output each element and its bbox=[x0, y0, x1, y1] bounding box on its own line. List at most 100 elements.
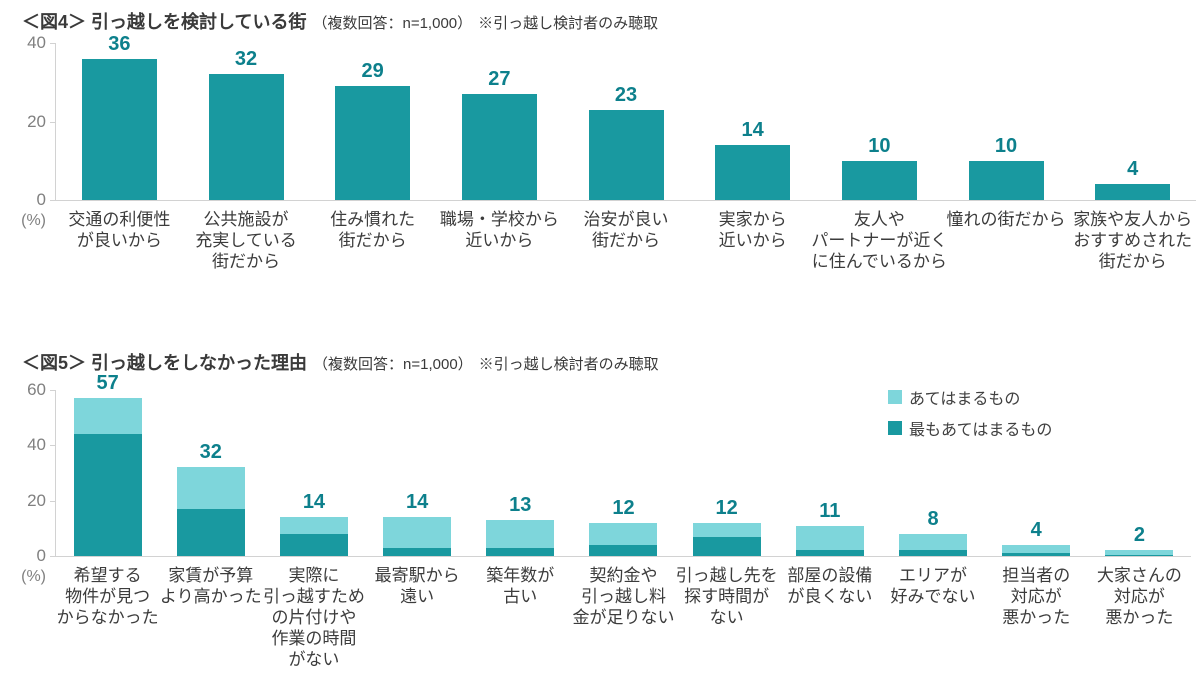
category-label: 担当者の 対応が 悪かった bbox=[1002, 566, 1071, 627]
bar-segment-dark bbox=[588, 109, 664, 200]
y-tick-label: 20 bbox=[27, 111, 46, 131]
bar-value-label: 11 bbox=[819, 499, 841, 522]
y-tick-mark bbox=[50, 121, 56, 123]
bar-segment-dark bbox=[176, 508, 245, 556]
bar-segment-light bbox=[279, 517, 348, 534]
figure4-subtitle: （複数回答：n=1,000） bbox=[312, 15, 473, 32]
legend-label-mottomo-atehamaru: 最もあてはまるもの bbox=[909, 422, 1053, 439]
legend-item-mottomo-atehamaru: 最もあてはまるもの bbox=[888, 416, 1052, 440]
bar-segment-dark bbox=[279, 533, 348, 556]
y-tick-label: 60 bbox=[27, 379, 46, 399]
bar-segment-dark bbox=[968, 160, 1044, 200]
bar-segment-dark bbox=[899, 550, 968, 556]
figure4-note: ※引っ越し検討者のみ聴取 bbox=[478, 15, 659, 32]
y-tick-mark bbox=[50, 556, 56, 557]
bar-value-label: 32 bbox=[234, 48, 258, 71]
bar-value-label: 27 bbox=[488, 68, 511, 91]
bar-segment-dark bbox=[841, 160, 917, 200]
category-label: 希望する 物件が見つ からなかった bbox=[56, 566, 159, 627]
bar-segment-light bbox=[73, 398, 142, 435]
bar-segment-dark bbox=[383, 547, 452, 556]
category-label: 住み慣れた 街だから bbox=[330, 210, 416, 250]
bar-segment-dark bbox=[81, 58, 157, 200]
y-tick-mark bbox=[50, 43, 56, 44]
figure5-header: ＜図5＞ 引っ越しをしなかった理由 （複数回答：n=1,000） ※引っ越し検討… bbox=[22, 349, 659, 375]
category-label: 契約金や 引っ越し料 金が足りない bbox=[572, 566, 675, 627]
bar-segment-dark bbox=[1095, 184, 1171, 200]
y-tick-label: 0 bbox=[36, 546, 46, 565]
category-label: 築年数が 古い bbox=[486, 566, 555, 606]
bar-value-label: 4 bbox=[1030, 518, 1042, 541]
bar-segment-light bbox=[383, 517, 452, 548]
figure5-plot: 60 40 20 0 (%) 57 希望する 物件が見つ からなかった 32 家賃が予算 より高… bbox=[21, 372, 1191, 669]
bar-segment-dark bbox=[692, 536, 761, 556]
bar-segment-light bbox=[1105, 550, 1174, 555]
legend-swatch-dark-icon bbox=[888, 421, 902, 435]
category-label: 引っ越し先を 探す時間が ない bbox=[675, 566, 778, 627]
bar-value-label: 23 bbox=[614, 83, 638, 106]
bar-segment-light bbox=[899, 533, 968, 551]
y-tick-label: 0 bbox=[36, 190, 46, 209]
figure5-note: ※引っ越し検討者のみ聴取 bbox=[478, 356, 659, 373]
bar-segment-light bbox=[692, 522, 761, 537]
bar-value-label: 12 bbox=[715, 496, 738, 519]
bar-value-label: 10 bbox=[994, 134, 1018, 157]
legend-swatch-light-icon bbox=[888, 390, 902, 404]
bar-segment-light bbox=[176, 467, 245, 509]
bar-segment-dark bbox=[589, 544, 658, 556]
bar-value-label: 57 bbox=[96, 372, 119, 395]
bar-value-label: 29 bbox=[361, 60, 384, 83]
bar-segment-dark bbox=[1105, 554, 1174, 556]
category-label: 友人や パートナーが近く に住んでいるから bbox=[811, 210, 948, 271]
figure4-title: ＜図4＞ 引っ越しを検討している街 bbox=[22, 12, 307, 32]
bar-value-label: 32 bbox=[199, 441, 222, 464]
y-tick-mark bbox=[50, 389, 56, 391]
category-label: 実際に 引っ越すため の片付けや 作業の時間 がない bbox=[262, 566, 365, 669]
category-label: 職場・学校から 近いから bbox=[439, 210, 559, 250]
bar-segment-dark bbox=[795, 550, 864, 556]
bar-segment-dark bbox=[208, 74, 284, 200]
category-label: 最寄駅から 遠い bbox=[374, 566, 460, 606]
y-tick-label: 40 bbox=[27, 435, 46, 455]
bar-segment-dark bbox=[1002, 553, 1071, 556]
bar-value-label: 2 bbox=[1133, 524, 1145, 547]
category-label: エリアが 好みでない bbox=[890, 566, 976, 606]
bar-segment-dark bbox=[486, 547, 555, 556]
bar-value-label: 12 bbox=[612, 496, 635, 519]
bar-value-label: 10 bbox=[868, 134, 891, 157]
legend-item-atehamaru: あてはまるもの bbox=[888, 385, 1052, 409]
bar-segment-light bbox=[1002, 544, 1071, 554]
figure4-header: ＜図4＞ 引っ越しを検討している街 （複数回答：n=1,000） ※引っ越し検討… bbox=[22, 8, 658, 34]
percent-axis-label: (%) bbox=[21, 568, 46, 585]
figure5-subtitle: （複数回答：n=1,000） bbox=[313, 356, 473, 373]
bar-segment-light bbox=[486, 520, 555, 548]
bar-segment-light bbox=[795, 525, 864, 551]
bar-segment-dark bbox=[73, 434, 142, 556]
bar-segment-dark bbox=[715, 145, 791, 200]
category-label: 治安が良い 街だから bbox=[583, 210, 669, 250]
bar-value-label: 14 bbox=[302, 491, 326, 514]
bar-value-label: 13 bbox=[509, 494, 532, 517]
y-tick-mark bbox=[50, 200, 56, 201]
bar-segment-light bbox=[589, 522, 658, 545]
category-label: 公共施設が 充実している 街だから bbox=[195, 210, 297, 271]
category-label: 家賃が予算 より高かった bbox=[159, 566, 262, 606]
category-label: 家族や友人から おすすめされた 街だから bbox=[1073, 210, 1193, 271]
y-tick-label: 20 bbox=[27, 490, 46, 510]
y-tick-mark bbox=[50, 500, 56, 502]
bar-segment-dark bbox=[335, 86, 411, 200]
percent-axis-label: (%) bbox=[21, 212, 46, 229]
figure5-title: ＜図5＞ 引っ越しをしなかった理由 bbox=[22, 353, 308, 373]
y-tick-mark bbox=[50, 445, 56, 447]
figure5-legend: あてはまるもの 最もあてはまるもの bbox=[888, 385, 1052, 440]
bar-value-label: 14 bbox=[406, 491, 429, 514]
y-tick-label: 40 bbox=[27, 33, 46, 52]
bar-value-label: 8 bbox=[927, 507, 939, 530]
bar-value-label: 14 bbox=[741, 119, 764, 142]
legend-label-atehamaru: あてはまるもの bbox=[909, 391, 1021, 408]
category-label: 大家さんの 対応が 悪かった bbox=[1096, 566, 1182, 627]
figure4-plot: 40 20 0 (%) 36 交通の利便性 が良いから 32 公共施設が 充実している 街だか… bbox=[21, 33, 1196, 271]
category-label: 部屋の設備 が良くない bbox=[787, 566, 873, 606]
category-label: 実家から 近いから bbox=[718, 210, 787, 250]
